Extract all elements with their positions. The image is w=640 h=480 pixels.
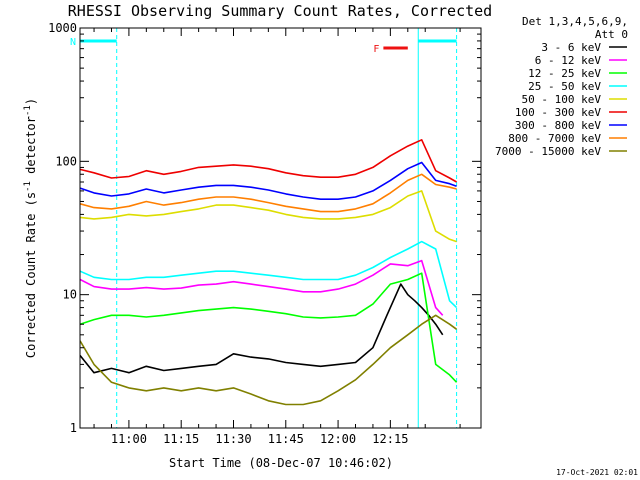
legend-label-3: 25 - 50 keV [528, 80, 601, 93]
legend-label-4: 50 - 100 keV [522, 93, 602, 106]
y-tick-label-0: 1 [70, 421, 77, 435]
legend-label-1: 6 - 12 keV [535, 54, 602, 67]
series-line-3 [79, 240, 458, 309]
legend-header-1: Att 0 [595, 28, 628, 41]
y-tick-label-2: 100 [55, 154, 77, 168]
x-tick-label-1: 11:15 [163, 432, 199, 446]
legend-label-0: 3 - 6 keV [541, 41, 601, 54]
footer-timestamp: 17-Oct-2021 02:01 [556, 468, 638, 477]
legend-label-8: 7000 - 15000 keV [495, 145, 601, 158]
legend-label-6: 300 - 800 keV [515, 119, 601, 132]
x-tick-label-3: 11:45 [268, 432, 304, 446]
legend-header-0: Det 1,3,4,5,6,9, [522, 15, 628, 28]
series-line-8 [79, 314, 458, 406]
series-line-0 [79, 283, 444, 374]
y-axis-label: Corrected Count Rate (s-1 detector-1) [23, 98, 38, 358]
x-axis-ticks: 11:00 11:15 11:30 11:45 12:00 12:15 [93, 28, 461, 446]
series-line-7 [79, 173, 457, 213]
plot-area: NF [70, 28, 458, 428]
chart-title: RHESSI Observing Summary Count Rates, Co… [68, 2, 492, 20]
legend-label-2: 12 - 25 keV [528, 67, 601, 80]
series-line-6 [79, 161, 457, 200]
flag-label-2: F [373, 44, 379, 55]
y-tick-label-1: 10 [63, 288, 77, 302]
series-line-1 [79, 259, 444, 316]
legend-label-7: 800 - 7000 keV [508, 132, 601, 145]
plot-frame [79, 27, 482, 429]
x-tick-label-0: 11:00 [111, 432, 147, 446]
flag-label-0: N [70, 37, 76, 48]
x-tick-label-5: 12:15 [372, 432, 408, 446]
y-axis-ticks: 1 10 100 1000 [48, 21, 481, 435]
series-line-2 [79, 272, 458, 383]
x-axis-label: Start Time (08-Dec-07 10:46:02) [169, 456, 393, 470]
series-line-4 [80, 190, 457, 243]
x-tick-label-4: 12:00 [320, 432, 356, 446]
legend-label-5: 100 - 300 keV [515, 106, 601, 119]
y-tick-label-3: 1000 [48, 21, 77, 35]
series-line-5 [79, 139, 457, 183]
x-tick-label-2: 11:30 [215, 432, 251, 446]
